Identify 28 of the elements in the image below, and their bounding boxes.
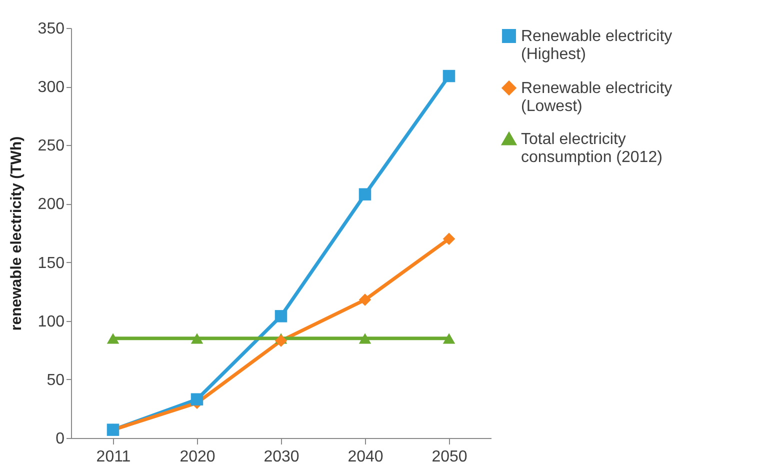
y-tick-label: 350 [38,20,65,38]
point [442,70,456,82]
point [442,232,456,245]
y-axis-title: renewable electricity (TWh) [8,136,25,331]
point [358,333,372,344]
y-tick-label: 250 [38,138,65,155]
y-tick-label: 300 [38,79,65,96]
x-tick-label: 2040 [348,448,384,466]
legend-label: Renewable electricity (Lowest) [521,80,672,115]
y-tick-label: 200 [38,196,65,214]
point [190,393,204,406]
y-tick-label: 150 [38,254,65,272]
legend-label: Renewable electricity (Highest) [521,28,672,63]
x-tick-label: 2050 [432,448,468,466]
point [274,310,288,322]
y-tick-label: 0 [56,430,65,448]
x-tick-label: 2030 [264,448,300,466]
point [274,334,288,347]
point [106,333,120,344]
y-tick-label: 100 [38,313,65,330]
point [358,188,372,200]
x-tick-label: 2020 [180,448,216,466]
y-tick-label: 50 [46,372,65,389]
legend-label: Total electricity consumption (2012) [521,131,662,166]
point [190,333,204,344]
point [442,333,456,344]
x-tick-label: 2011 [96,448,131,466]
point [358,294,372,306]
